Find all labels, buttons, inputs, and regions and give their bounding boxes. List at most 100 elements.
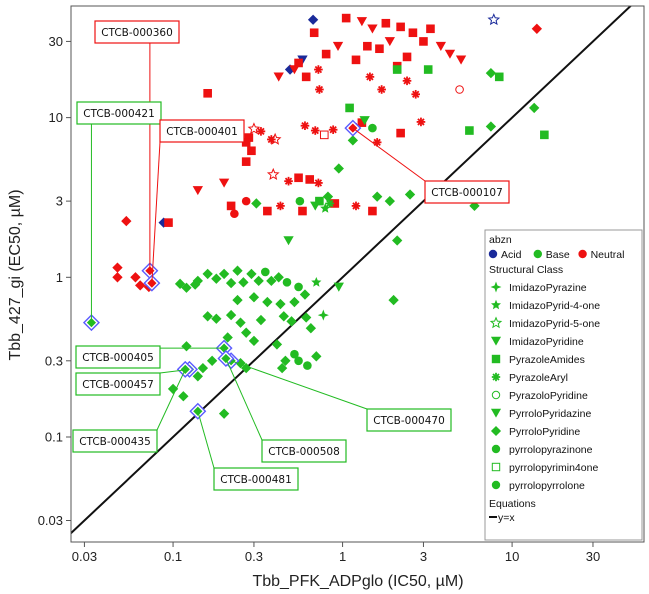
callout-box	[261, 439, 347, 463]
data-point	[310, 201, 321, 211]
legend-color-label: Acid	[501, 249, 522, 261]
data-point	[419, 37, 428, 46]
data-point	[368, 123, 377, 133]
y-tick-label: 1	[56, 270, 63, 285]
data-point	[135, 280, 146, 291]
data-point	[315, 85, 324, 94]
legend-shape-label: pyrrolopyrimin4one	[509, 462, 598, 474]
data-point	[235, 357, 246, 369]
data-point	[328, 125, 338, 135]
data-point	[314, 178, 323, 188]
data-point	[289, 65, 300, 75]
data-point	[289, 296, 300, 308]
equation-line-y-equals-x	[71, 6, 633, 535]
data-point	[325, 199, 335, 208]
data-point	[232, 265, 243, 276]
data-point	[181, 341, 192, 352]
data-point	[320, 203, 331, 213]
data-point	[181, 282, 192, 293]
data-point	[294, 173, 303, 183]
data-point	[494, 72, 504, 82]
data-point	[341, 13, 351, 23]
legend-shape-swatch	[490, 425, 502, 437]
callout-leader-line	[151, 141, 161, 284]
legend-shape-label: ImidazoPyrid-5-one	[509, 318, 600, 330]
data-point	[359, 116, 370, 126]
data-point	[317, 309, 329, 321]
data-point	[315, 196, 324, 206]
data-point	[246, 268, 257, 280]
y-tick-label: 0.1	[45, 429, 63, 444]
callout-label: CTCB-000401	[166, 126, 238, 138]
data-point	[267, 135, 276, 144]
data-point	[307, 14, 319, 25]
data-point	[485, 121, 497, 132]
data-point	[330, 199, 340, 208]
legend-shape-title: Structural Class	[489, 264, 563, 276]
data-point	[273, 272, 284, 283]
legend-shape-swatch	[490, 281, 502, 293]
legend-shape-swatch	[491, 372, 501, 382]
data-point	[218, 178, 230, 188]
data-point	[396, 128, 405, 138]
data-point	[241, 196, 251, 206]
data-point	[416, 117, 426, 127]
data-point	[251, 198, 262, 209]
data-point	[271, 339, 283, 350]
data-point	[311, 276, 322, 287]
legend-shape-label: pyrrolopyrrolone	[509, 480, 585, 492]
data-point	[189, 279, 201, 290]
data-point	[222, 332, 233, 343]
data-point	[226, 201, 236, 211]
data-point	[203, 88, 212, 98]
data-point	[531, 23, 543, 34]
y-axis-title: Tbb_427_gi (EC50, µM)	[7, 189, 24, 360]
data-point	[333, 163, 344, 174]
data-point	[174, 278, 186, 290]
legend-equations-title: Equations	[489, 498, 536, 510]
data-point	[263, 206, 272, 216]
data-point	[218, 268, 230, 280]
legend-shape-label: PyrazoloPyridine	[509, 390, 588, 402]
callout-box	[76, 101, 162, 125]
x-axis-title: Tbb_PFK_ADPglo (IC50, µM)	[252, 573, 463, 590]
data-point	[321, 49, 331, 59]
data-point	[286, 316, 297, 327]
data-point	[357, 118, 367, 127]
data-point	[301, 72, 311, 82]
data-point	[112, 272, 123, 283]
data-point	[298, 206, 307, 216]
data-point	[303, 361, 312, 370]
callout-ctcb-000421: CTCB-000421	[76, 101, 162, 323]
data-point	[426, 24, 435, 34]
data-point	[294, 282, 303, 292]
data-point	[309, 28, 319, 38]
legend-shape-label: PyrazoleAryl	[509, 372, 568, 384]
data-point	[130, 272, 141, 283]
data-point	[299, 289, 311, 300]
data-point	[275, 298, 286, 310]
callout-leader-line	[230, 360, 368, 410]
callout-ctcb-000401: CTCB-000401	[151, 119, 245, 284]
grid	[71, 6, 633, 535]
data-point	[365, 72, 375, 82]
data-point	[402, 76, 412, 86]
legend-shape-label: PyrroloPyridine	[509, 426, 580, 438]
data-point	[241, 157, 251, 166]
callout-ctcb-000360: CTCB-000360	[94, 20, 180, 271]
data-point	[347, 135, 359, 146]
data-point	[392, 65, 402, 74]
data-point	[211, 273, 222, 284]
data-point	[206, 355, 218, 366]
data-point	[305, 323, 317, 334]
x-tick-label: 1	[339, 549, 346, 564]
callout-box	[213, 467, 299, 491]
data-point	[232, 294, 243, 306]
data-point	[372, 191, 383, 202]
legend-color-swatch	[578, 249, 587, 259]
legend-color-label: Base	[546, 249, 570, 261]
callout-ctcb-000470: CTCB-000470	[230, 360, 452, 432]
data-point	[363, 41, 372, 51]
data-point	[235, 317, 246, 328]
legend-shape-label: PyrroloPyridazine	[509, 408, 591, 420]
